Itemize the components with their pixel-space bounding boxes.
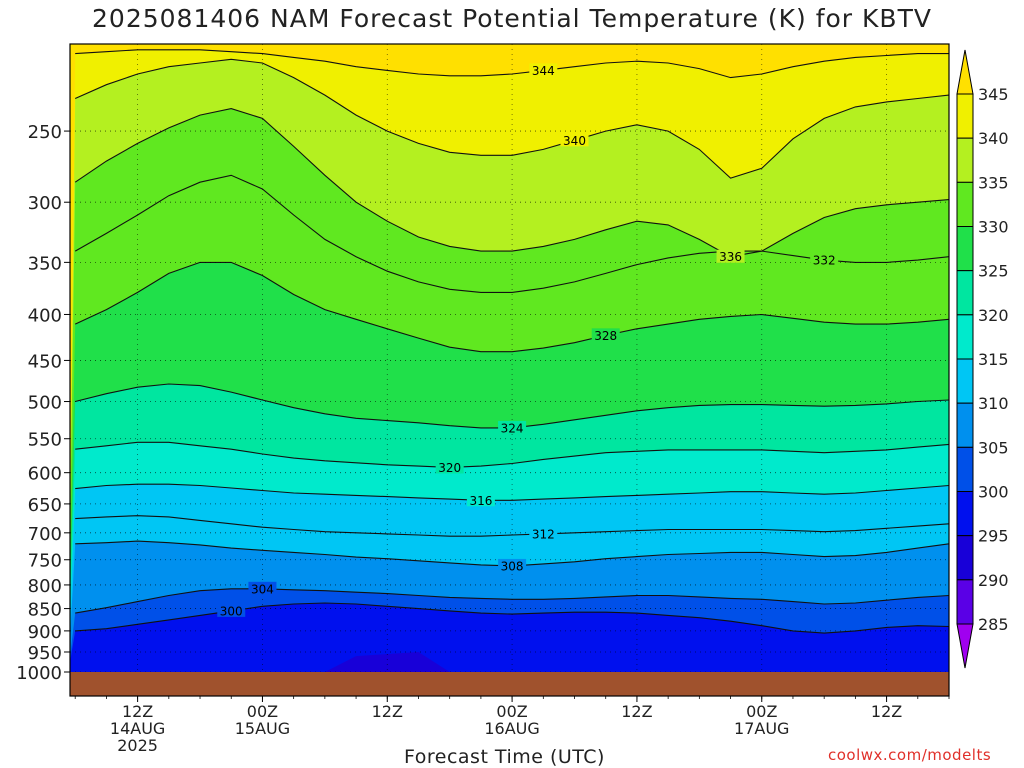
colorbar-label-300: 300	[978, 483, 1009, 502]
colorbar-box	[956, 579, 974, 625]
contour-label-328: 328	[594, 329, 617, 343]
y-tick-label-350: 350	[28, 253, 62, 274]
y-tick-label-1000: 1000	[16, 663, 62, 684]
contour-320	[75, 441, 949, 468]
contour-label-bg-312	[529, 526, 558, 540]
contour-label-bg-320	[435, 460, 464, 474]
colorbar-box	[956, 358, 974, 404]
contour-336	[74, 108, 949, 258]
x-tick-label-78-0: 12Z	[871, 702, 902, 721]
colorbar-label-310: 310	[978, 394, 1009, 413]
y-tick-label-700: 700	[28, 524, 62, 545]
contour-label-340: 340	[563, 134, 586, 148]
contour-label-316: 316	[469, 494, 492, 508]
y-tick-label-250: 250	[28, 122, 62, 143]
colorbar-box	[956, 446, 974, 493]
contour-label-332: 332	[813, 254, 836, 268]
x-tick-label-6-0: 12Z	[122, 702, 153, 721]
x-tick-label-54-0: 12Z	[621, 702, 652, 721]
y-tick-label-750: 750	[28, 551, 62, 572]
contour-label-336: 336	[719, 250, 742, 264]
y-tick-label-850: 850	[28, 600, 62, 621]
colorbar-label-340: 340	[978, 129, 1009, 148]
colorbar-box	[956, 535, 974, 581]
colorbar-box	[956, 181, 974, 227]
x-tick-label-42-1: 16AUG	[484, 719, 539, 738]
contour-label-bg-344	[529, 63, 558, 77]
colorbar-label-330: 330	[978, 218, 1009, 237]
contour-label-304: 304	[251, 582, 274, 596]
y-tick-label-900: 900	[28, 622, 62, 643]
contour-label-bg-316	[466, 493, 495, 507]
contour-316	[75, 483, 949, 501]
colorbar-label-345: 345	[978, 85, 1009, 104]
contour-label-bg-328	[591, 328, 620, 342]
contour-label-344: 344	[532, 64, 555, 78]
colorbar-label-315: 315	[978, 350, 1009, 369]
contour-label-bg-304	[248, 581, 277, 595]
colorbar: 285 290 295 300 305 310 315 320 325 330 335 340 345	[956, 49, 1009, 669]
fill-cold-pocket	[324, 651, 450, 672]
contour-label-bg-300	[217, 603, 246, 617]
contour-label-312: 312	[532, 527, 555, 541]
y-tick-label-300: 300	[28, 193, 62, 214]
contour-label-bg-340	[560, 133, 589, 147]
contour-340	[74, 58, 949, 179]
y-axis: 2503003504004505005506006507007508008509…	[16, 122, 70, 684]
y-tick-label-550: 550	[28, 430, 62, 451]
colorbar-label-295: 295	[978, 527, 1009, 546]
y-tick-label-500: 500	[28, 393, 62, 414]
colorbar-box	[956, 270, 974, 316]
fill-band-300	[70, 603, 949, 674]
colorbar-label-320: 320	[978, 306, 1009, 325]
contour-label-324: 324	[501, 421, 524, 435]
y-tick-label-800: 800	[28, 576, 62, 597]
contour-label-bg-324	[498, 420, 527, 434]
colorbar-label-285: 285	[978, 615, 1009, 634]
y-tick-label-650: 650	[28, 495, 62, 516]
colorbar-label-335: 335	[978, 173, 1009, 192]
ground-surface	[70, 672, 949, 696]
colorbar-bottom-arrow	[956, 623, 974, 669]
contour-label-320: 320	[438, 461, 461, 475]
colorbar-box	[956, 226, 974, 272]
contour-label-308: 308	[501, 559, 524, 573]
x-tick-label-6-1: 14AUG	[110, 719, 165, 738]
chart-title: 2025081406 NAM Forecast Potential Temper…	[92, 4, 932, 33]
credit-link[interactable]: coolwx.com/modelts	[828, 746, 992, 764]
x-tick-label-30-0: 12Z	[372, 702, 403, 721]
x-tick-label-42-0: 00Z	[496, 702, 527, 721]
colorbar-label-325: 325	[978, 262, 1009, 281]
colorbar-box	[956, 137, 974, 183]
colorbar-top-arrow	[956, 49, 974, 95]
x-tick-label-18-1: 15AUG	[235, 719, 290, 738]
y-tick-label-600: 600	[28, 464, 62, 485]
x-axis-label: Forecast Time (UTC)	[404, 746, 605, 768]
x-tick-label-66-1: 17AUG	[734, 719, 789, 738]
plot-frame	[69, 43, 950, 697]
colorbar-box	[956, 93, 974, 139]
colorbar-box	[956, 491, 974, 537]
x-tick-label-66-0: 00Z	[746, 702, 777, 721]
shaded-fill-layer	[70, 44, 949, 674]
x-tick-label-6-2: 2025	[117, 736, 158, 755]
y-tick-label-450: 450	[28, 351, 62, 372]
x-tick-label-18-0: 00Z	[247, 702, 278, 721]
contour-label-bg-308	[498, 558, 527, 572]
contour-332	[74, 174, 949, 293]
colorbar-box	[956, 314, 974, 360]
colorbar-box	[956, 402, 974, 448]
colorbar-label-305: 305	[978, 438, 1009, 457]
y-tick-label-950: 950	[28, 643, 62, 664]
y-tick-label-400: 400	[28, 305, 62, 326]
contour-labels: 300 304 308 312 316 320 324 328 332 336 340 344	[217, 63, 839, 618]
contour-label-bg-336	[716, 249, 745, 263]
contour-label-300: 300	[220, 604, 243, 618]
contour-label-bg-332	[810, 253, 839, 267]
colorbar-label-290: 290	[978, 571, 1009, 590]
